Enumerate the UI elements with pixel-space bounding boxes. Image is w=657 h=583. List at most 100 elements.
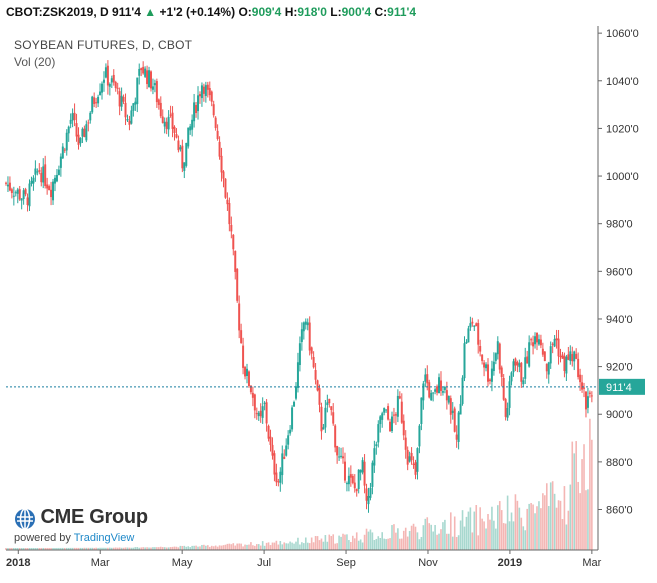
volume-bar xyxy=(38,547,41,550)
volume-bar xyxy=(236,543,239,550)
volume-bar xyxy=(50,547,52,550)
candle-body xyxy=(302,322,305,332)
volume-bar xyxy=(383,538,385,550)
volume-bar xyxy=(363,534,366,550)
candle-body xyxy=(40,172,43,183)
y-tick-label: 960'0 xyxy=(606,266,633,278)
candle-body xyxy=(287,435,290,445)
volume-bar xyxy=(261,541,264,550)
volume-bar xyxy=(353,538,356,550)
volume-bar xyxy=(591,439,593,550)
x-tick-label: 2019 xyxy=(498,557,522,569)
candle-body xyxy=(504,399,507,417)
candle-body xyxy=(567,354,570,360)
volume-bar xyxy=(365,528,368,550)
candle-body xyxy=(52,181,55,201)
candle-body xyxy=(171,112,174,129)
candle-body xyxy=(571,354,574,362)
candle-body xyxy=(537,339,540,345)
y-tick-label: 1020'0 xyxy=(606,123,639,135)
volume-bar xyxy=(107,547,109,550)
candle-body xyxy=(222,171,225,179)
volume-bar xyxy=(565,524,568,550)
candle-body xyxy=(347,475,350,485)
candle-body xyxy=(584,391,587,410)
volume-bar xyxy=(34,547,37,550)
candle-body xyxy=(130,110,133,124)
volume-bar xyxy=(428,523,431,550)
candle-body xyxy=(345,483,348,485)
volume-bar xyxy=(481,518,483,550)
volume-bar xyxy=(410,525,413,550)
candle-body xyxy=(67,126,70,134)
candle-body xyxy=(392,414,395,416)
volume-bar xyxy=(210,545,213,550)
volume-bar xyxy=(567,510,570,550)
candle-body xyxy=(46,184,49,189)
candle-body xyxy=(396,395,399,417)
candle-body xyxy=(269,436,272,445)
volume-bar xyxy=(318,540,321,550)
volume-bar xyxy=(73,547,76,550)
candle-body xyxy=(300,329,303,342)
volume-bar xyxy=(222,545,225,550)
volume-bar xyxy=(408,530,411,550)
candle-body xyxy=(281,453,284,476)
volume-bar xyxy=(540,508,542,550)
volume-bar xyxy=(85,547,88,550)
candle-body xyxy=(326,402,329,406)
candle-body xyxy=(455,434,458,440)
volume-bar xyxy=(152,547,154,550)
candle-body xyxy=(42,166,45,183)
volume-bar xyxy=(387,538,389,550)
volume-bar xyxy=(314,536,317,550)
volume-bar xyxy=(189,547,191,550)
volume-bar xyxy=(203,544,205,550)
candle-body xyxy=(549,346,552,364)
volume-bar xyxy=(208,546,211,550)
volume-bar xyxy=(446,533,448,550)
candle-body xyxy=(122,96,125,102)
volume-bar xyxy=(167,547,170,550)
candle-body xyxy=(502,378,505,400)
candle-body xyxy=(410,452,413,461)
candle-body xyxy=(238,303,241,331)
volume-bar xyxy=(404,527,407,550)
candle-body xyxy=(322,427,325,430)
candle-body xyxy=(394,414,397,416)
volume-bar xyxy=(440,529,442,550)
volume-bar xyxy=(267,542,270,550)
candle-body xyxy=(349,474,352,478)
chart-title: SOYBEAN FUTURES, D, CBOT xyxy=(14,38,193,52)
candle-body xyxy=(477,323,480,345)
candle-body xyxy=(173,126,176,133)
candle-body xyxy=(314,370,317,380)
candle-body xyxy=(132,103,135,111)
candle-body xyxy=(110,78,113,83)
volume-bar xyxy=(81,547,84,550)
candle-body xyxy=(218,141,221,157)
volume-bar xyxy=(357,540,360,550)
x-tick-label: May xyxy=(172,557,193,569)
candle-body xyxy=(522,380,525,385)
candle-body xyxy=(294,386,297,399)
volume-bar xyxy=(130,547,133,550)
volume-bar xyxy=(181,545,184,550)
candle-body xyxy=(543,351,546,361)
volume-bar xyxy=(581,459,583,550)
volume-bar xyxy=(342,533,344,550)
candle-body xyxy=(149,71,152,89)
cme-globe-icon xyxy=(15,508,35,530)
candle-body xyxy=(273,453,276,475)
volume-bar xyxy=(244,544,246,550)
volume-bar xyxy=(177,547,180,550)
volume-bar xyxy=(246,544,248,550)
candle-body xyxy=(439,380,442,391)
volume-bar xyxy=(171,546,174,550)
volume-bar xyxy=(449,512,452,550)
candle-body xyxy=(547,362,550,375)
candle-body xyxy=(136,77,139,105)
tradingview-link[interactable]: TradingView xyxy=(73,532,135,544)
candle-body xyxy=(181,145,184,169)
